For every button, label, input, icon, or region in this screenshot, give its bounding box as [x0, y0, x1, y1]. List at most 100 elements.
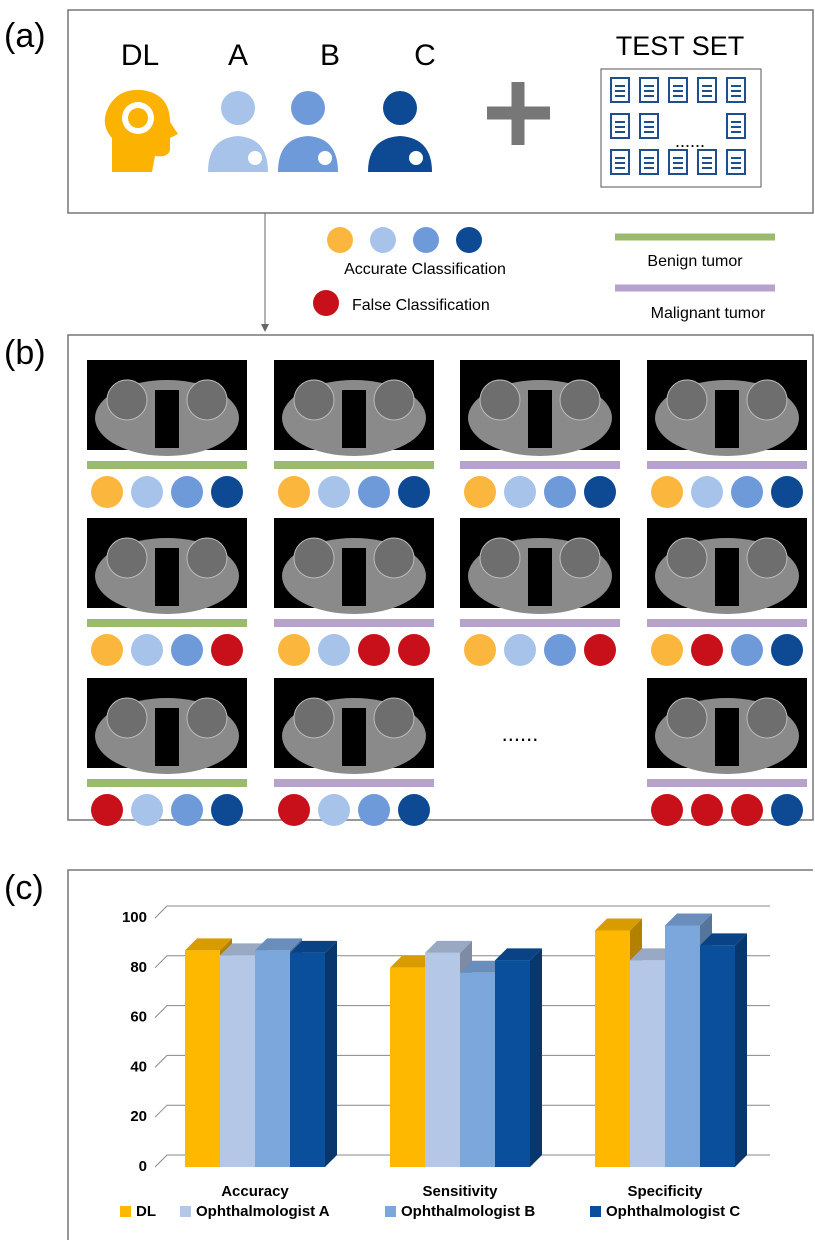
ct-sinus: [155, 548, 179, 606]
bar: [425, 953, 460, 1167]
ct-eye: [374, 698, 414, 738]
result-circle: [691, 634, 723, 666]
bar: [630, 960, 665, 1167]
bar: [185, 950, 220, 1167]
result-circle: [584, 476, 616, 508]
result-circle: [211, 634, 243, 666]
ct-eye: [107, 538, 147, 578]
bar: [665, 925, 700, 1167]
legend-swatch: [590, 1206, 601, 1217]
ct-sinus: [528, 548, 552, 606]
ct-eye: [747, 380, 787, 420]
ct-eye: [107, 698, 147, 738]
panel-label: (a): [4, 17, 46, 55]
y-tick-label: 80: [130, 959, 147, 976]
result-circle: [731, 634, 763, 666]
legend-circle: [413, 227, 439, 253]
legend-swatch: [180, 1206, 191, 1217]
bar-side: [325, 941, 337, 1167]
result-circle: [651, 634, 683, 666]
ct-eye: [747, 538, 787, 578]
y-tick-label: 0: [139, 1158, 147, 1175]
ct-eye: [667, 380, 707, 420]
result-circle: [91, 634, 123, 666]
result-circle: [91, 476, 123, 508]
result-circle: [358, 794, 390, 826]
ct-sinus: [715, 708, 739, 766]
result-circle: [651, 476, 683, 508]
y-tick-label: 40: [130, 1058, 147, 1075]
bar: [390, 968, 425, 1167]
result-circle: [211, 476, 243, 508]
result-circle: [171, 634, 203, 666]
result-circle: [358, 476, 390, 508]
result-circle: [131, 794, 163, 826]
test-set-title: TEST SET: [616, 31, 745, 61]
result-circle: [211, 794, 243, 826]
bar-side: [735, 933, 747, 1167]
result-circle: [398, 476, 430, 508]
result-circle: [771, 794, 803, 826]
x-tick-label: Accuracy: [221, 1183, 289, 1200]
result-circle: [171, 794, 203, 826]
ct-eye: [560, 538, 600, 578]
result-circle: [771, 476, 803, 508]
legend-label: Ophthalmologist B: [401, 1203, 535, 1220]
ct-sinus: [528, 390, 552, 448]
doctor-icon: [368, 91, 432, 172]
ct-eye: [374, 380, 414, 420]
reader-label: A: [228, 39, 248, 72]
result-circle: [171, 476, 203, 508]
result-circle: [91, 794, 123, 826]
ct-eye: [374, 538, 414, 578]
ct-eye: [560, 380, 600, 420]
y-tick-label: 20: [130, 1108, 147, 1125]
legend-label: DL: [136, 1203, 156, 1220]
ct-eye: [187, 380, 227, 420]
legend-text: False Classification: [352, 297, 490, 314]
plus-icon: [487, 82, 550, 145]
bar: [460, 973, 495, 1167]
ct-eye: [294, 698, 334, 738]
result-circle: [131, 634, 163, 666]
legend-swatch: [120, 1206, 131, 1217]
brain-icon: [105, 90, 178, 172]
x-tick-label: Sensitivity: [422, 1183, 498, 1200]
bar: [495, 960, 530, 1167]
result-circle: [771, 634, 803, 666]
x-tick-label: Specificity: [627, 1183, 703, 1200]
result-circle: [504, 476, 536, 508]
doctor-icon: [208, 91, 268, 172]
legend-circle: [327, 227, 353, 253]
doctor-icon: [278, 91, 338, 172]
ct-sinus: [155, 708, 179, 766]
result-circle: [544, 476, 576, 508]
y-tick-label: 100: [122, 909, 147, 926]
result-circle: [131, 476, 163, 508]
result-circle: [731, 794, 763, 826]
reader-label: B: [320, 39, 340, 72]
result-circle: [398, 634, 430, 666]
legend-text: Malignant tumor: [651, 305, 766, 322]
ct-eye: [294, 538, 334, 578]
result-circle: [651, 794, 683, 826]
result-circle: [731, 476, 763, 508]
ct-sinus: [342, 548, 366, 606]
bar: [290, 953, 325, 1167]
ct-sinus: [715, 390, 739, 448]
ct-sinus: [155, 390, 179, 448]
ct-sinus: [342, 390, 366, 448]
reader-label: C: [414, 39, 436, 72]
panel-label: (b): [4, 334, 46, 372]
ellipsis: ......: [502, 721, 539, 746]
ct-eye: [187, 698, 227, 738]
ct-eye: [667, 538, 707, 578]
ct-eye: [294, 380, 334, 420]
result-circle: [691, 476, 723, 508]
legend-swatch: [385, 1206, 396, 1217]
ct-eye: [480, 380, 520, 420]
legend-circle: [313, 290, 339, 316]
bar: [220, 955, 255, 1167]
bar: [700, 945, 735, 1167]
legend-label: Ophthalmologist C: [606, 1203, 740, 1220]
